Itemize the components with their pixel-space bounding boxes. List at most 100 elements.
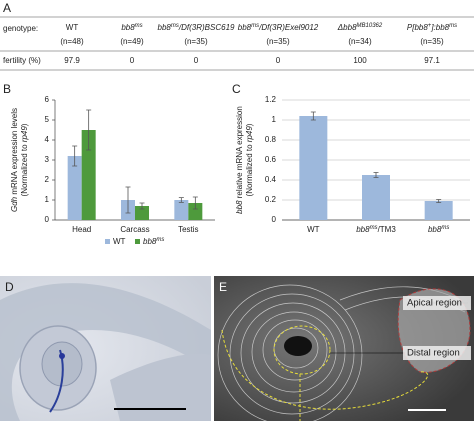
panel-label: D <box>5 280 14 294</box>
fertility: 97.1 <box>424 56 440 65</box>
x-tick-label: Head <box>72 225 91 234</box>
error-bar <box>86 109 92 151</box>
y-tick-label: 1 <box>272 115 277 124</box>
bar <box>174 200 189 220</box>
y-axis-label: bb8 relative mRNA expression <box>235 106 244 214</box>
bar <box>81 130 96 220</box>
text-run: bb8 <box>235 200 244 214</box>
panel-label: B <box>3 82 11 96</box>
error-bar <box>436 199 442 203</box>
y-tick-label: 0.8 <box>265 135 277 144</box>
y-tick-label: 0.4 <box>265 175 277 184</box>
count: (n=34) <box>348 37 372 46</box>
count: (n=35) <box>420 37 444 46</box>
text-run: WT <box>113 237 126 246</box>
text-run: ) <box>20 123 29 126</box>
text-run: /Df(3R)BSC619 <box>178 23 235 32</box>
count: (n=35) <box>184 37 208 46</box>
fertility: 0 <box>276 56 281 65</box>
text-run: Head <box>72 225 91 234</box>
text-run: bb8 <box>143 237 157 246</box>
fertility: 0 <box>194 56 199 65</box>
text-run: relative mRNA expression <box>235 106 244 200</box>
text-run: bb8 <box>158 23 172 32</box>
text-run: /TM3 <box>378 225 397 234</box>
text-run: (Normalized to <box>245 142 254 196</box>
y-axis-label: (Normalized to rp49) <box>245 123 254 196</box>
column-header: bb8ms <box>121 23 142 33</box>
error-bar <box>72 145 78 167</box>
image-label: Distal region <box>407 348 460 359</box>
text-run: Carcass <box>120 225 149 234</box>
fertility: 0 <box>130 56 135 65</box>
text-run: /Df(3R)Exel9012 <box>258 23 319 32</box>
count: (n=35) <box>266 37 290 46</box>
error-bar <box>139 202 145 210</box>
text-run: ms <box>251 23 259 29</box>
column-header: bb8ms/Df(3R)BSC619 <box>158 23 235 33</box>
text-run: WT <box>66 23 79 32</box>
legend-swatch <box>105 239 110 244</box>
legend-swatch <box>135 239 140 244</box>
text-run: Gdh <box>10 196 19 212</box>
column-header: WT <box>66 23 79 32</box>
y-axis-label: Gdh mRNA expression levels <box>10 108 19 212</box>
text-run: WT <box>307 225 320 234</box>
text-run: MB10362 <box>357 23 383 29</box>
panel-label: E <box>219 280 227 294</box>
x-tick-label: Carcass <box>120 225 149 234</box>
legend-label: bb8ms <box>143 237 164 247</box>
fertility: 100 <box>353 56 367 65</box>
count: (n=48) <box>60 37 84 46</box>
text-run: ]:bb8 <box>430 23 449 32</box>
x-tick-label: WT <box>307 225 320 234</box>
y-tick-label: 2 <box>45 175 50 184</box>
text-run: bb8 <box>238 23 252 32</box>
bar <box>188 203 203 220</box>
panel-label: A <box>3 1 11 15</box>
column-header: Δbb8MB10362 <box>337 23 383 33</box>
error-bar <box>373 172 379 178</box>
bar <box>424 201 453 220</box>
text-run: ms <box>449 23 457 29</box>
panel-label: C <box>232 82 241 96</box>
error-bar <box>310 111 316 121</box>
row-label: fertility (%) <box>3 56 41 65</box>
fertility: 97.9 <box>64 56 80 65</box>
bar <box>67 156 82 220</box>
bar <box>362 175 390 220</box>
error-bar <box>125 186 131 214</box>
count: (n=49) <box>120 37 144 46</box>
image-e: Apical region Distal region E <box>214 276 474 426</box>
legend-label: WT <box>113 237 126 246</box>
x-tick-label: bb8ms <box>428 225 449 235</box>
y-tick-label: 6 <box>45 95 50 104</box>
text-run: rp49 <box>245 126 254 143</box>
text-run: ms <box>370 225 378 231</box>
bar <box>135 206 149 220</box>
y-tick-label: 1.2 <box>265 95 277 104</box>
text-run: ms <box>171 23 179 29</box>
column-header: P[bb8+]:bb8ms <box>407 23 457 33</box>
image-label: Apical region <box>407 298 462 309</box>
y-tick-label: 3 <box>45 155 50 164</box>
error-bar <box>178 197 184 203</box>
text-run: Δbb8 <box>337 23 357 32</box>
y-tick-label: 0.2 <box>265 195 277 204</box>
text-run: + <box>428 23 432 29</box>
y-tick-label: 5 <box>45 115 50 124</box>
column-header: bb8ms/Df(3R)Exel9012 <box>238 23 319 33</box>
y-axis-label: (Normalized to rp49) <box>20 123 29 196</box>
bar <box>299 116 328 220</box>
y-tick-label: 4 <box>45 135 50 144</box>
text-run: ms <box>156 237 164 243</box>
text-run: P[bb8 <box>407 23 428 32</box>
text-run: ) <box>245 123 254 126</box>
text-run: rp49 <box>20 126 29 143</box>
x-tick-label: Testis <box>178 225 198 234</box>
text-run: (Normalized to <box>20 142 29 196</box>
row-label: genotype: <box>3 24 38 33</box>
text-run: ms <box>441 225 449 231</box>
text-run: bb8 <box>356 225 370 234</box>
